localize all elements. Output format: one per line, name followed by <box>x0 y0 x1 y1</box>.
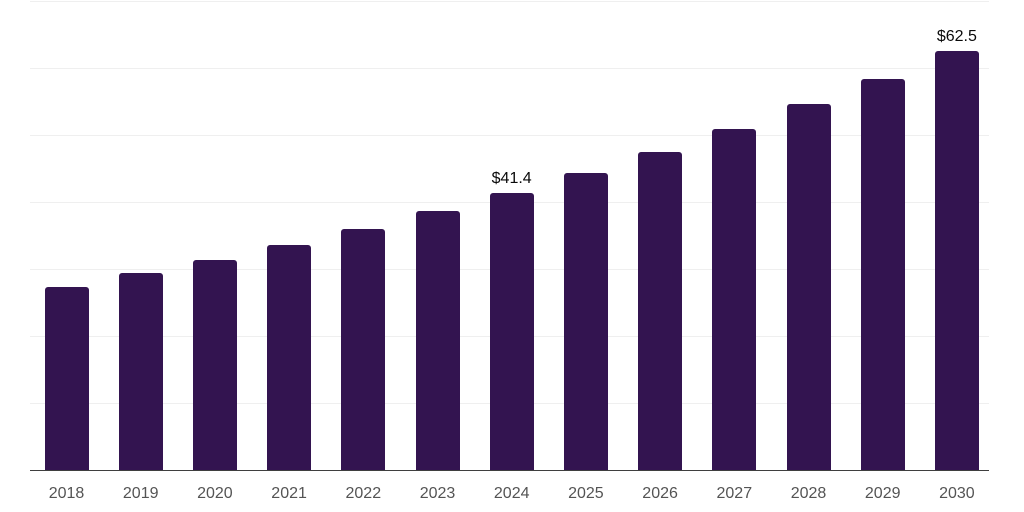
x-tick-2030: 2030 <box>939 485 975 502</box>
x-tick-2023: 2023 <box>419 485 456 502</box>
value-label-2030: $62.5 <box>936 28 977 46</box>
bar-2023 <box>415 211 460 470</box>
gridline-70 <box>30 1 989 2</box>
x-axis-line <box>30 470 989 471</box>
x-tick-2028: 2028 <box>790 485 827 502</box>
bar-2028 <box>786 104 831 470</box>
bar-2021 <box>267 244 312 470</box>
x-tick-2026: 2026 <box>642 485 678 502</box>
bar-2020 <box>192 259 237 470</box>
bar-2019 <box>118 273 163 470</box>
bar-2027 <box>712 128 757 470</box>
bar-2024 <box>489 192 534 470</box>
bar-2030 <box>934 51 979 470</box>
bar-2029 <box>860 79 905 470</box>
gridline-60 <box>30 68 989 69</box>
bar-2026 <box>638 152 683 470</box>
value-label-2024: $41.4 <box>491 169 532 187</box>
x-tick-2025: 2025 <box>568 485 604 502</box>
gridline-50 <box>30 135 989 136</box>
x-tick-2022: 2022 <box>345 485 382 502</box>
bar-2022 <box>341 228 386 470</box>
x-tick-2024: 2024 <box>493 485 530 502</box>
x-tick-2029: 2029 <box>864 485 901 502</box>
x-tick-2020: 2020 <box>197 485 233 502</box>
bar-2025 <box>563 173 608 470</box>
x-tick-2019: 2019 <box>122 485 159 502</box>
bar-2018 <box>44 287 89 470</box>
x-tick-2021: 2021 <box>271 485 307 502</box>
x-tick-2018: 2018 <box>48 485 85 502</box>
x-tick-2027: 2027 <box>716 485 753 502</box>
